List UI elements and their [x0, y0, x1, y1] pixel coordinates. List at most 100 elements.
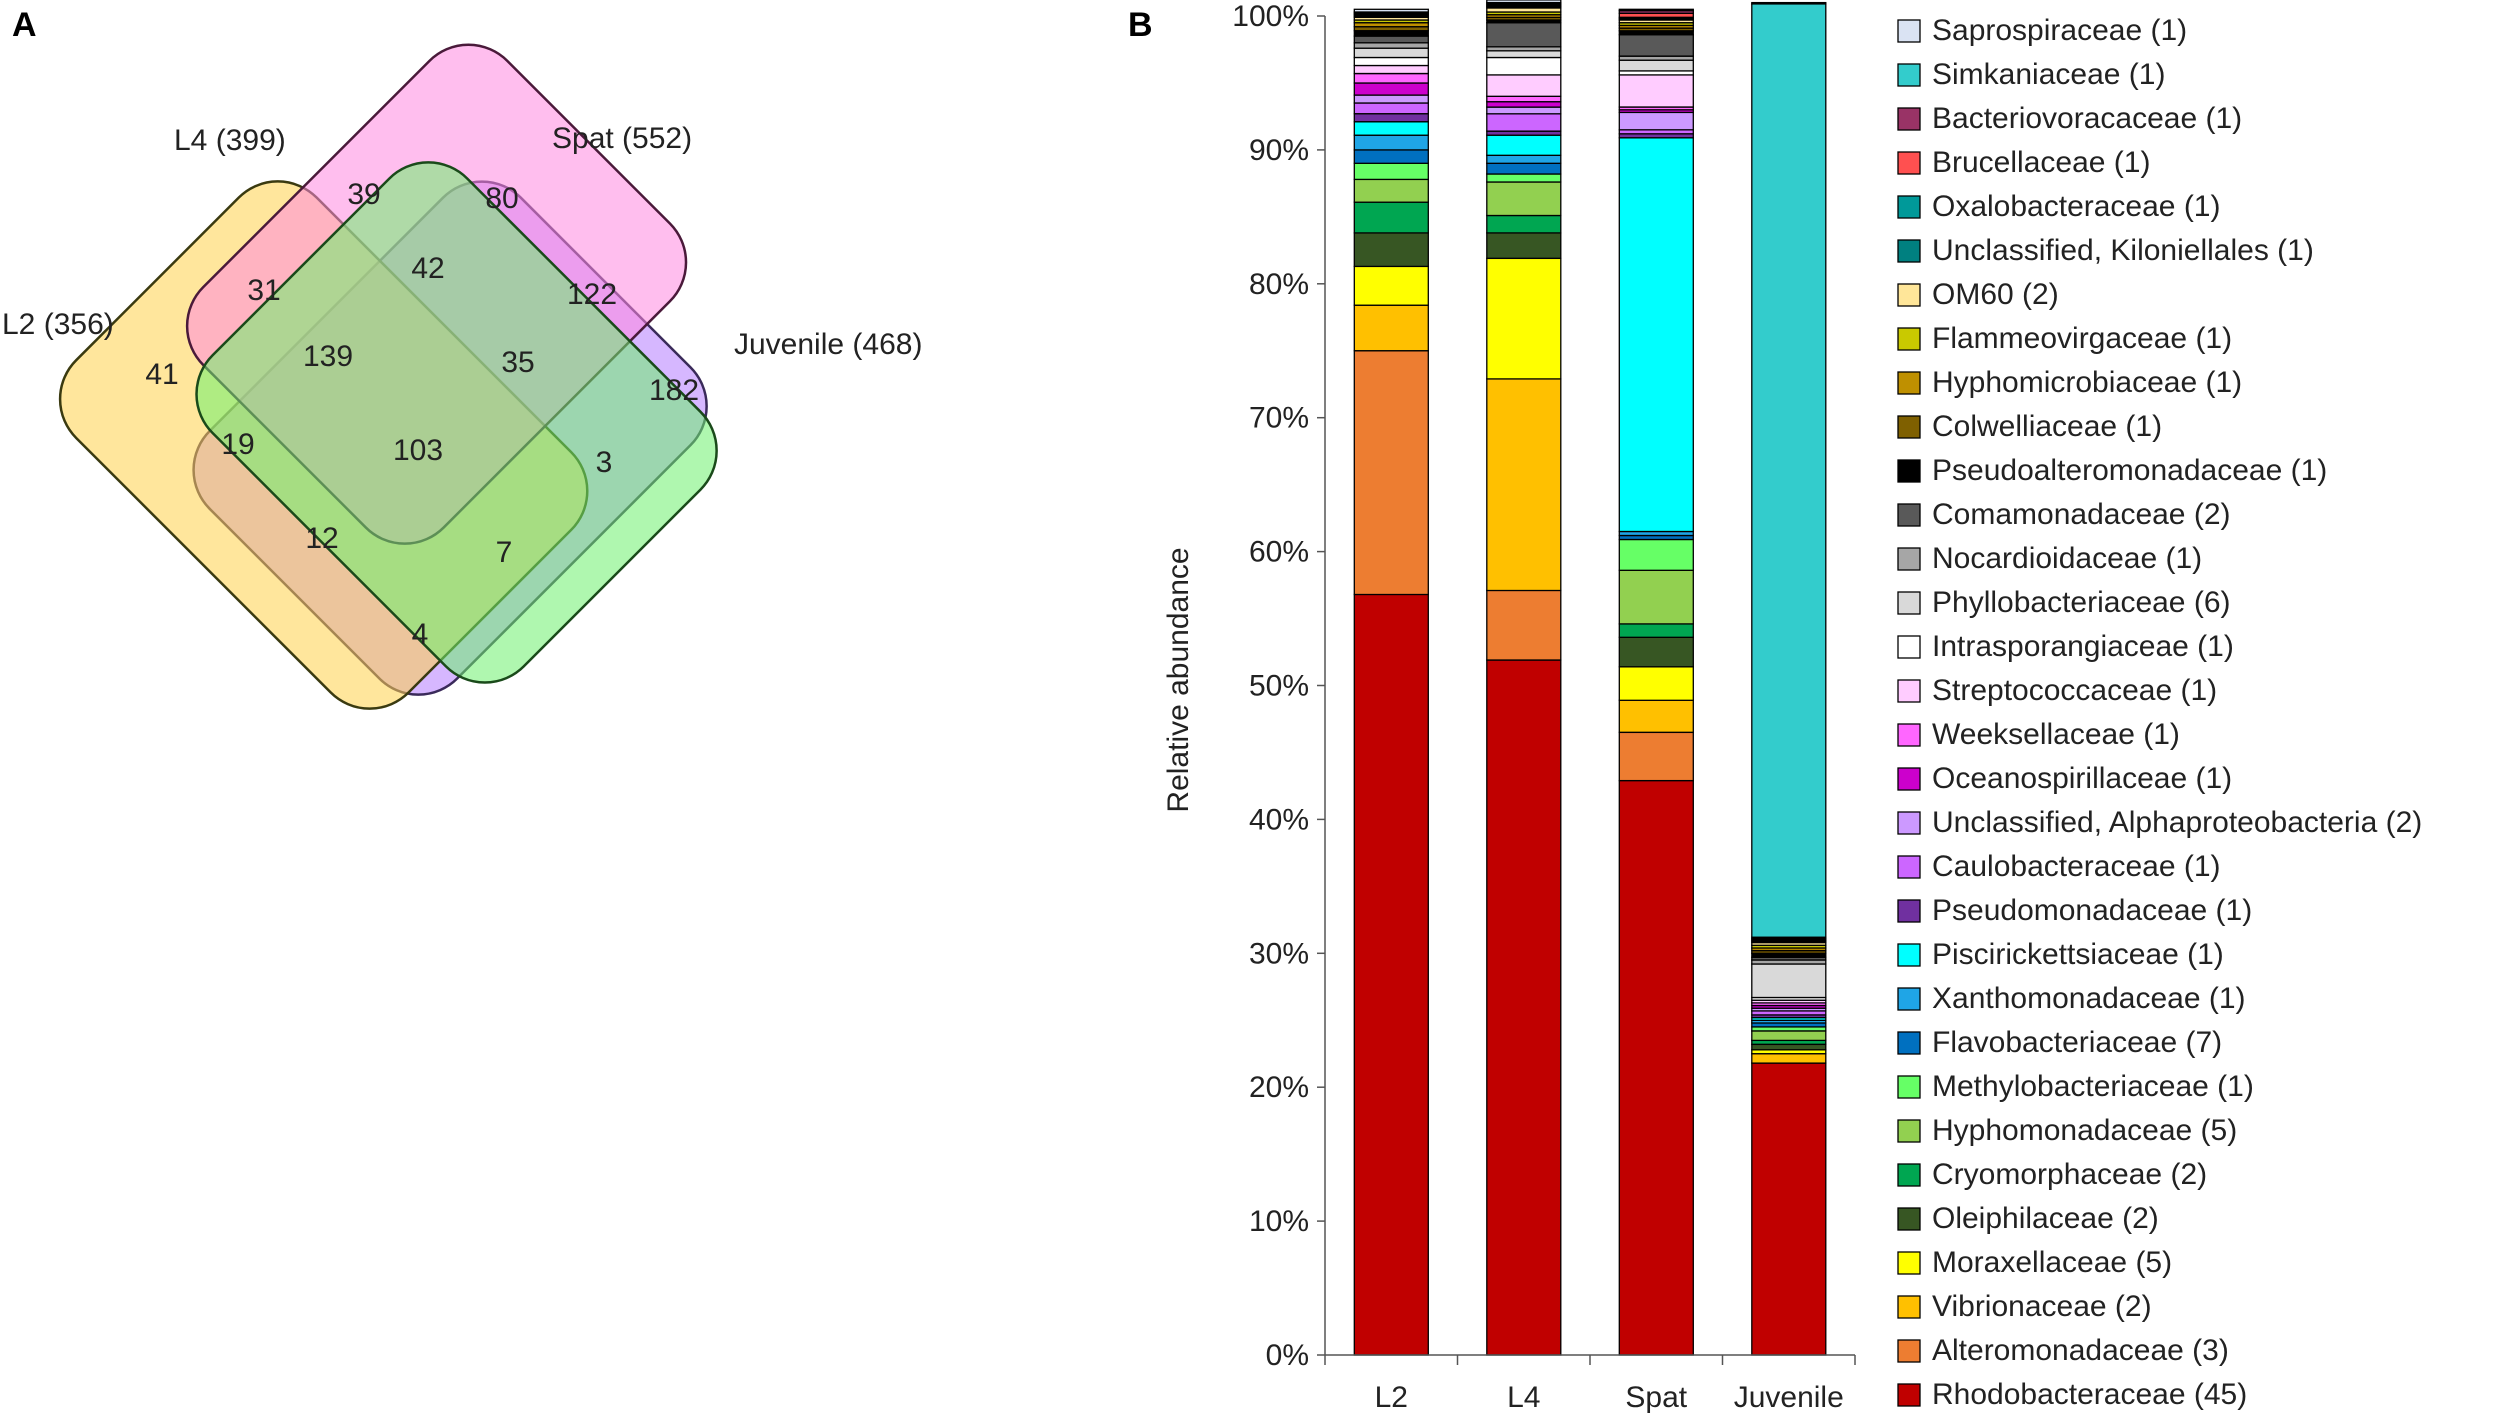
- legend-swatch: [1897, 855, 1921, 879]
- legend-label: Streptococcaceae (1): [1932, 674, 2217, 707]
- bar-segment: [1353, 94, 1429, 104]
- y-tick-label: 40%: [1249, 803, 1309, 836]
- legend-label: Phyllobacteriaceae (6): [1932, 586, 2231, 619]
- venn-label-l2: L2 (356): [2, 308, 114, 341]
- bar-segment: [1486, 162, 1562, 175]
- bar-segment: [1353, 42, 1429, 49]
- venn-count-l4-juv: 3: [596, 446, 613, 479]
- legend-swatch: [1897, 899, 1921, 923]
- legend-label: Colwelliaceae (1): [1932, 410, 2162, 443]
- bar-segment: [1486, 56, 1562, 76]
- legend-swatch: [1897, 151, 1921, 175]
- legend-label: Unclassified, Alphaproteobacteria (2): [1932, 806, 2422, 839]
- bar-segment: [1751, 1053, 1827, 1064]
- y-tick-label: 60%: [1249, 536, 1309, 569]
- legend-label: Moraxellaceae (5): [1932, 1246, 2172, 1279]
- bar-segment: [1751, 1062, 1827, 1356]
- legend-label: Caulobacteraceae (1): [1932, 850, 2221, 883]
- bar-segment: [1353, 113, 1429, 123]
- legend-swatch: [1897, 1075, 1921, 1099]
- bar-segment: [1486, 101, 1562, 108]
- bar-segment: [1486, 257, 1562, 380]
- bar-segment: [1486, 134, 1562, 156]
- venn-count-spat: 80: [485, 182, 518, 215]
- legend-label: Intrasporangiaceae (1): [1932, 630, 2234, 663]
- venn-count-l4: 39: [347, 178, 380, 211]
- venn-count-all: 103: [393, 434, 443, 467]
- bar-segment: [1486, 106, 1562, 115]
- bar-segment: [1618, 666, 1694, 701]
- venn-label-l4: L4 (399): [174, 124, 286, 157]
- legend-label: Flammeovirgaceae (1): [1932, 322, 2232, 355]
- bar-segment: [1353, 56, 1429, 67]
- venn-diagram: L2 (356) L4 (399) Spat (552) Juvenile (4…: [2, 43, 922, 710]
- legend-swatch: [1897, 1207, 1921, 1231]
- bar-segment: [1353, 121, 1429, 136]
- y-tick-label: 20%: [1249, 1071, 1309, 1104]
- legend-label: Saprospiraceae (1): [1932, 14, 2187, 47]
- legend-label: Cryomorphaceae (2): [1932, 1158, 2207, 1191]
- venn-count-l2-spat-juv: 12: [305, 522, 338, 555]
- bar-segment: [1751, 963, 1827, 999]
- venn-count-l2-l4-spat: 139: [303, 340, 353, 373]
- y-tick-label: 100%: [1232, 0, 1309, 33]
- bar-segment: [1353, 35, 1429, 44]
- bar-segment: [1751, 1043, 1827, 1051]
- legend-label: Simkaniaceae (1): [1932, 58, 2165, 91]
- bar-segment: [1353, 265, 1429, 306]
- legend-swatch: [1897, 1295, 1921, 1319]
- bar-segment: [1751, 3, 1827, 938]
- legend-label: Oxalobacteraceae (1): [1932, 190, 2221, 223]
- bar-segment: [1353, 72, 1429, 84]
- bar-segment: [1353, 593, 1429, 1356]
- legend-swatch: [1897, 679, 1921, 703]
- venn-label-juvenile: Juvenile (468): [734, 328, 922, 361]
- bar-segment: [1486, 378, 1562, 592]
- venn-count-l4-spat: 42: [411, 252, 444, 285]
- bar-segment: [1618, 779, 1694, 1356]
- bar-segment: [1353, 232, 1429, 268]
- bar-segment: [1618, 8, 1694, 12]
- legend-swatch: [1897, 943, 1921, 967]
- y-tick-label: 30%: [1249, 937, 1309, 970]
- bar-segment: [1618, 731, 1694, 782]
- legend-label: Alteromonadaceae (3): [1932, 1334, 2229, 1367]
- bar-segment: [1353, 82, 1429, 96]
- venn-count-l2-juv: 4: [412, 618, 429, 651]
- y-tick-label: 50%: [1249, 670, 1309, 703]
- legend-swatch: [1897, 19, 1921, 43]
- bar-segment: [1486, 113, 1562, 132]
- bar-segment: [1751, 1030, 1827, 1042]
- bar-segment: [1353, 149, 1429, 164]
- legend-swatch: [1897, 503, 1921, 527]
- legend-swatch: [1897, 371, 1921, 395]
- bar-segment: [1486, 214, 1562, 234]
- panel-label-a: A: [12, 6, 37, 44]
- legend-swatch: [1897, 107, 1921, 131]
- legend-swatch: [1897, 591, 1921, 615]
- bar-segment: [1353, 350, 1429, 596]
- y-tick-label: 10%: [1249, 1205, 1309, 1238]
- y-tick-label: 0%: [1266, 1339, 1309, 1372]
- x-tick-label: L2: [1375, 1381, 1408, 1414]
- venn-count-l2: 41: [145, 358, 178, 391]
- legend-label: Rhodobacteraceae (45): [1932, 1378, 2247, 1411]
- legend-swatch: [1897, 1163, 1921, 1187]
- bar-segment: [1486, 659, 1562, 1356]
- legend-label: Oleiphilaceae (2): [1932, 1202, 2159, 1235]
- y-axis-label: Relative abundance: [1162, 547, 1195, 812]
- bar-segment: [1486, 95, 1562, 103]
- bar-segment: [1353, 178, 1429, 203]
- legend-swatch: [1897, 547, 1921, 571]
- bar-segment: [1486, 232, 1562, 259]
- stacked-bar-chart: 0% 10% 20% 30% 40% 50% 60% 70% 80% 90% 100% L2 L4 Spa…: [1162, 0, 2422, 1414]
- bar-segment: [1618, 55, 1694, 61]
- legend-swatch: [1897, 415, 1921, 439]
- venn-count-juv: 182: [649, 374, 699, 407]
- legend-label: Bacteriovoracaceae (1): [1932, 102, 2242, 135]
- x-tick-label: Juvenile: [1734, 1381, 1844, 1414]
- legend: Saprospiraceae (1) Simkaniaceae (1) Bacter…: [1897, 14, 2422, 1411]
- legend-swatch: [1897, 327, 1921, 351]
- venn-count-spat-juv: 122: [567, 278, 617, 311]
- legend-label: Hyphomonadaceae (5): [1932, 1114, 2237, 1147]
